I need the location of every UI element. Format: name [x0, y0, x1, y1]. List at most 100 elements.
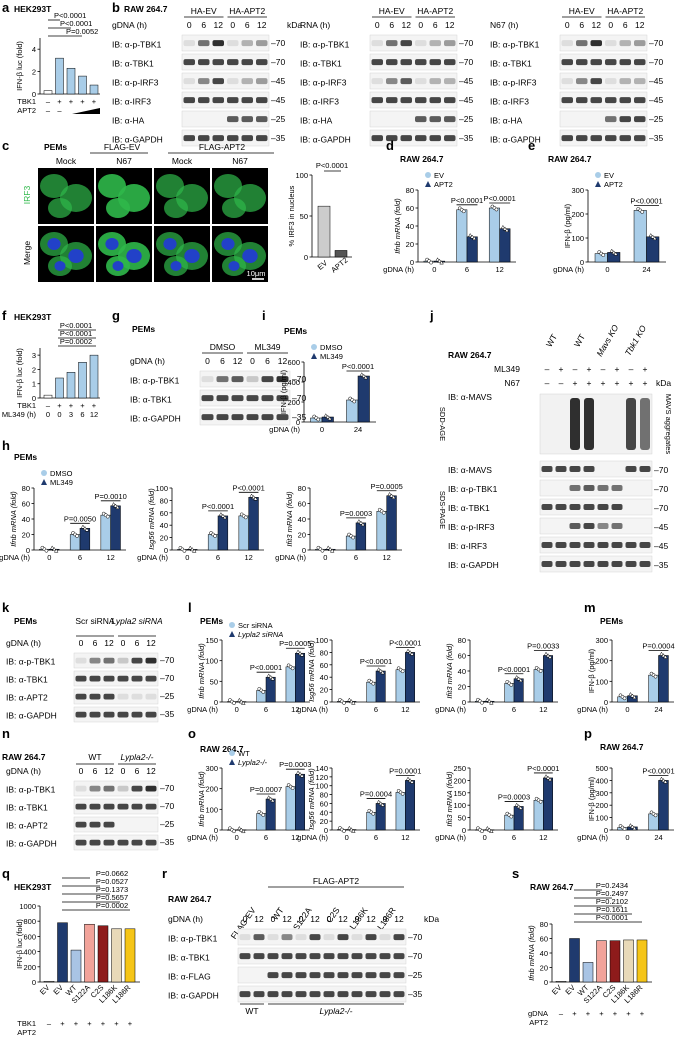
c-cell-signal [106, 198, 130, 218]
b1-blot-strip [181, 34, 270, 52]
o3-point [516, 804, 521, 809]
k-band [145, 675, 157, 682]
h1-p-value: P=0.0010 [95, 492, 127, 501]
h2-point [218, 512, 224, 517]
a-bar [89, 84, 99, 95]
d-x-axis-title: gDNA (h) [383, 265, 414, 274]
b2-ib-label: IB: α-IRF3 [300, 96, 339, 106]
q-tbk1-mark: – [47, 1019, 52, 1028]
l2-x-tick-label: 6 [374, 705, 378, 714]
l3-y-tick-label: 0 [462, 698, 466, 707]
e-point [650, 234, 655, 239]
c-y-tick-label: 100 [295, 171, 308, 180]
g-band [261, 395, 274, 402]
r-band [309, 991, 321, 998]
b1-band [227, 40, 239, 47]
h1-point [54, 548, 59, 553]
n-ib-label: IB: α-p-TBK1 [6, 785, 56, 795]
h2-x-axis-title: gDNA (h) [137, 553, 168, 562]
s-bar [582, 962, 594, 983]
r-band [309, 934, 321, 941]
l3-point [514, 674, 519, 679]
h3-y-tick-label: 0 [302, 546, 306, 555]
r-band [379, 991, 391, 998]
r-ib-label: IB: α-p-TBK1 [168, 933, 218, 943]
d-x-tick-label: 12 [495, 265, 503, 274]
q-y-tick-label: 400 [23, 948, 36, 957]
f-bar [89, 354, 99, 399]
panel-letter-s: s [512, 866, 519, 881]
h1-legend-label: DMSO [50, 469, 73, 478]
p-point [663, 779, 668, 784]
h3-x-axis-title: gDNA (h) [275, 553, 306, 562]
d-y-tick-label: 60 [406, 204, 414, 213]
b1-band [198, 97, 210, 104]
h2-y-tick-label: 100 [155, 484, 168, 493]
o3-x-tick-label: 6 [512, 833, 516, 842]
b1-kda-marker: –35 [271, 133, 285, 143]
j-aggregates-label: MAVS aggregates [664, 394, 673, 455]
l3-point [518, 677, 523, 682]
b2-band [429, 78, 441, 85]
o1-y-tick-label: 300 [205, 764, 218, 773]
l3-point [509, 683, 514, 687]
j-band [583, 561, 595, 567]
l1-point [297, 650, 303, 655]
o3-bar [513, 806, 524, 831]
b2-band [444, 135, 456, 142]
h2-point [251, 494, 256, 500]
s-gdna-mark: + [640, 1009, 645, 1018]
r-band [281, 934, 293, 941]
k-band [89, 693, 101, 700]
d-point [437, 258, 442, 263]
g-kda-marker: –35 [292, 412, 306, 422]
j-kda-marker: –35 [654, 560, 668, 570]
b1-group-label: HA-APT2 [229, 6, 265, 16]
n-band [117, 785, 129, 792]
d-point [439, 260, 444, 265]
j-ib-label: IB: α-p-IRF3 [448, 522, 495, 532]
r-time-label: 12 [254, 914, 264, 924]
c-nucleus-signal [163, 238, 177, 250]
b2-blot-strip [369, 91, 458, 109]
q-x-tick-label: EV [51, 983, 64, 996]
h1-point [84, 527, 90, 532]
m-cell-label: PEMs [600, 616, 623, 626]
h2-x-tick-label: 12 [244, 553, 252, 562]
l2-point [351, 700, 356, 705]
j-blot-strip [539, 517, 653, 535]
b1-blot-strip [181, 129, 270, 147]
q-bar [57, 922, 68, 983]
j-band [597, 523, 609, 529]
n-kda-marker: –35 [160, 837, 174, 847]
b1-band [212, 59, 224, 66]
r-top-label: FLAG-APT2 [313, 876, 360, 886]
j-sdd-ib-label: IB: α-MAVS [448, 392, 492, 402]
g-band [231, 376, 244, 383]
b3-time-label: 6 [579, 20, 584, 30]
o2-point [376, 799, 381, 804]
c-bar [334, 250, 348, 258]
o3-bar [533, 799, 544, 831]
b3-band [590, 78, 602, 85]
i-point [327, 416, 332, 421]
h3-bar [376, 511, 387, 551]
b1-time-label: 6 [245, 20, 250, 30]
g-time-label: 0 [205, 356, 210, 366]
i-p-value: P<0.0001 [342, 362, 374, 371]
g-blot-strip [199, 408, 291, 426]
l3-y-tick-label: 80 [458, 636, 466, 645]
l3-x-tick-label: 0 [483, 705, 487, 714]
f-y-tick-label: 0 [32, 394, 36, 403]
b2-blot-strip [369, 110, 458, 128]
r-band [309, 972, 321, 979]
b1-band [241, 59, 253, 66]
l2-point [376, 667, 381, 672]
d-p-value: P<0.0001 [451, 196, 483, 205]
l1-y-tick-label: 0 [214, 698, 218, 707]
h1-point [115, 505, 120, 510]
l3-y-axis-title: Ifit3 mRNA (fold) [445, 643, 454, 699]
j-n67-mark: + [629, 378, 634, 388]
h1-y-tick-label: 80 [22, 484, 30, 493]
